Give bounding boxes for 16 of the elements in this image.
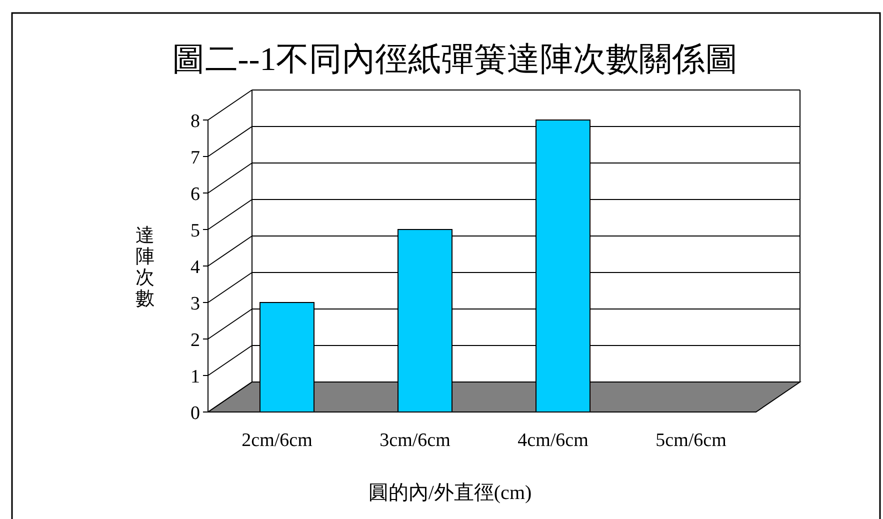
chart-title: 圖二--1不同內徑紙彈簧達陣次數關係圖 [172,42,738,78]
y-tick-label: 5 [190,220,200,242]
y-tick-label: 8 [190,111,200,132]
x-tick-label: 4cm/6cm [518,430,589,451]
y-tick-label: 7 [190,148,200,168]
x-tick-label: 2cm/6cm [242,430,313,451]
y-tick-label: 6 [190,184,200,205]
x-tick-label: 5cm/6cm [656,430,727,451]
y-tick-label: 2 [190,330,200,351]
x-axis-title: 圓的內/外直徑(cm) [368,482,532,504]
x-tick-label: 3cm/6cm [380,430,451,451]
y-tick-label: 1 [190,366,200,388]
y-axis-title: 達陣次數 [136,226,154,310]
y-tick-label: 3 [190,294,200,314]
y-tick-label: 0 [190,403,200,424]
y-tick-label: 4 [190,257,200,278]
